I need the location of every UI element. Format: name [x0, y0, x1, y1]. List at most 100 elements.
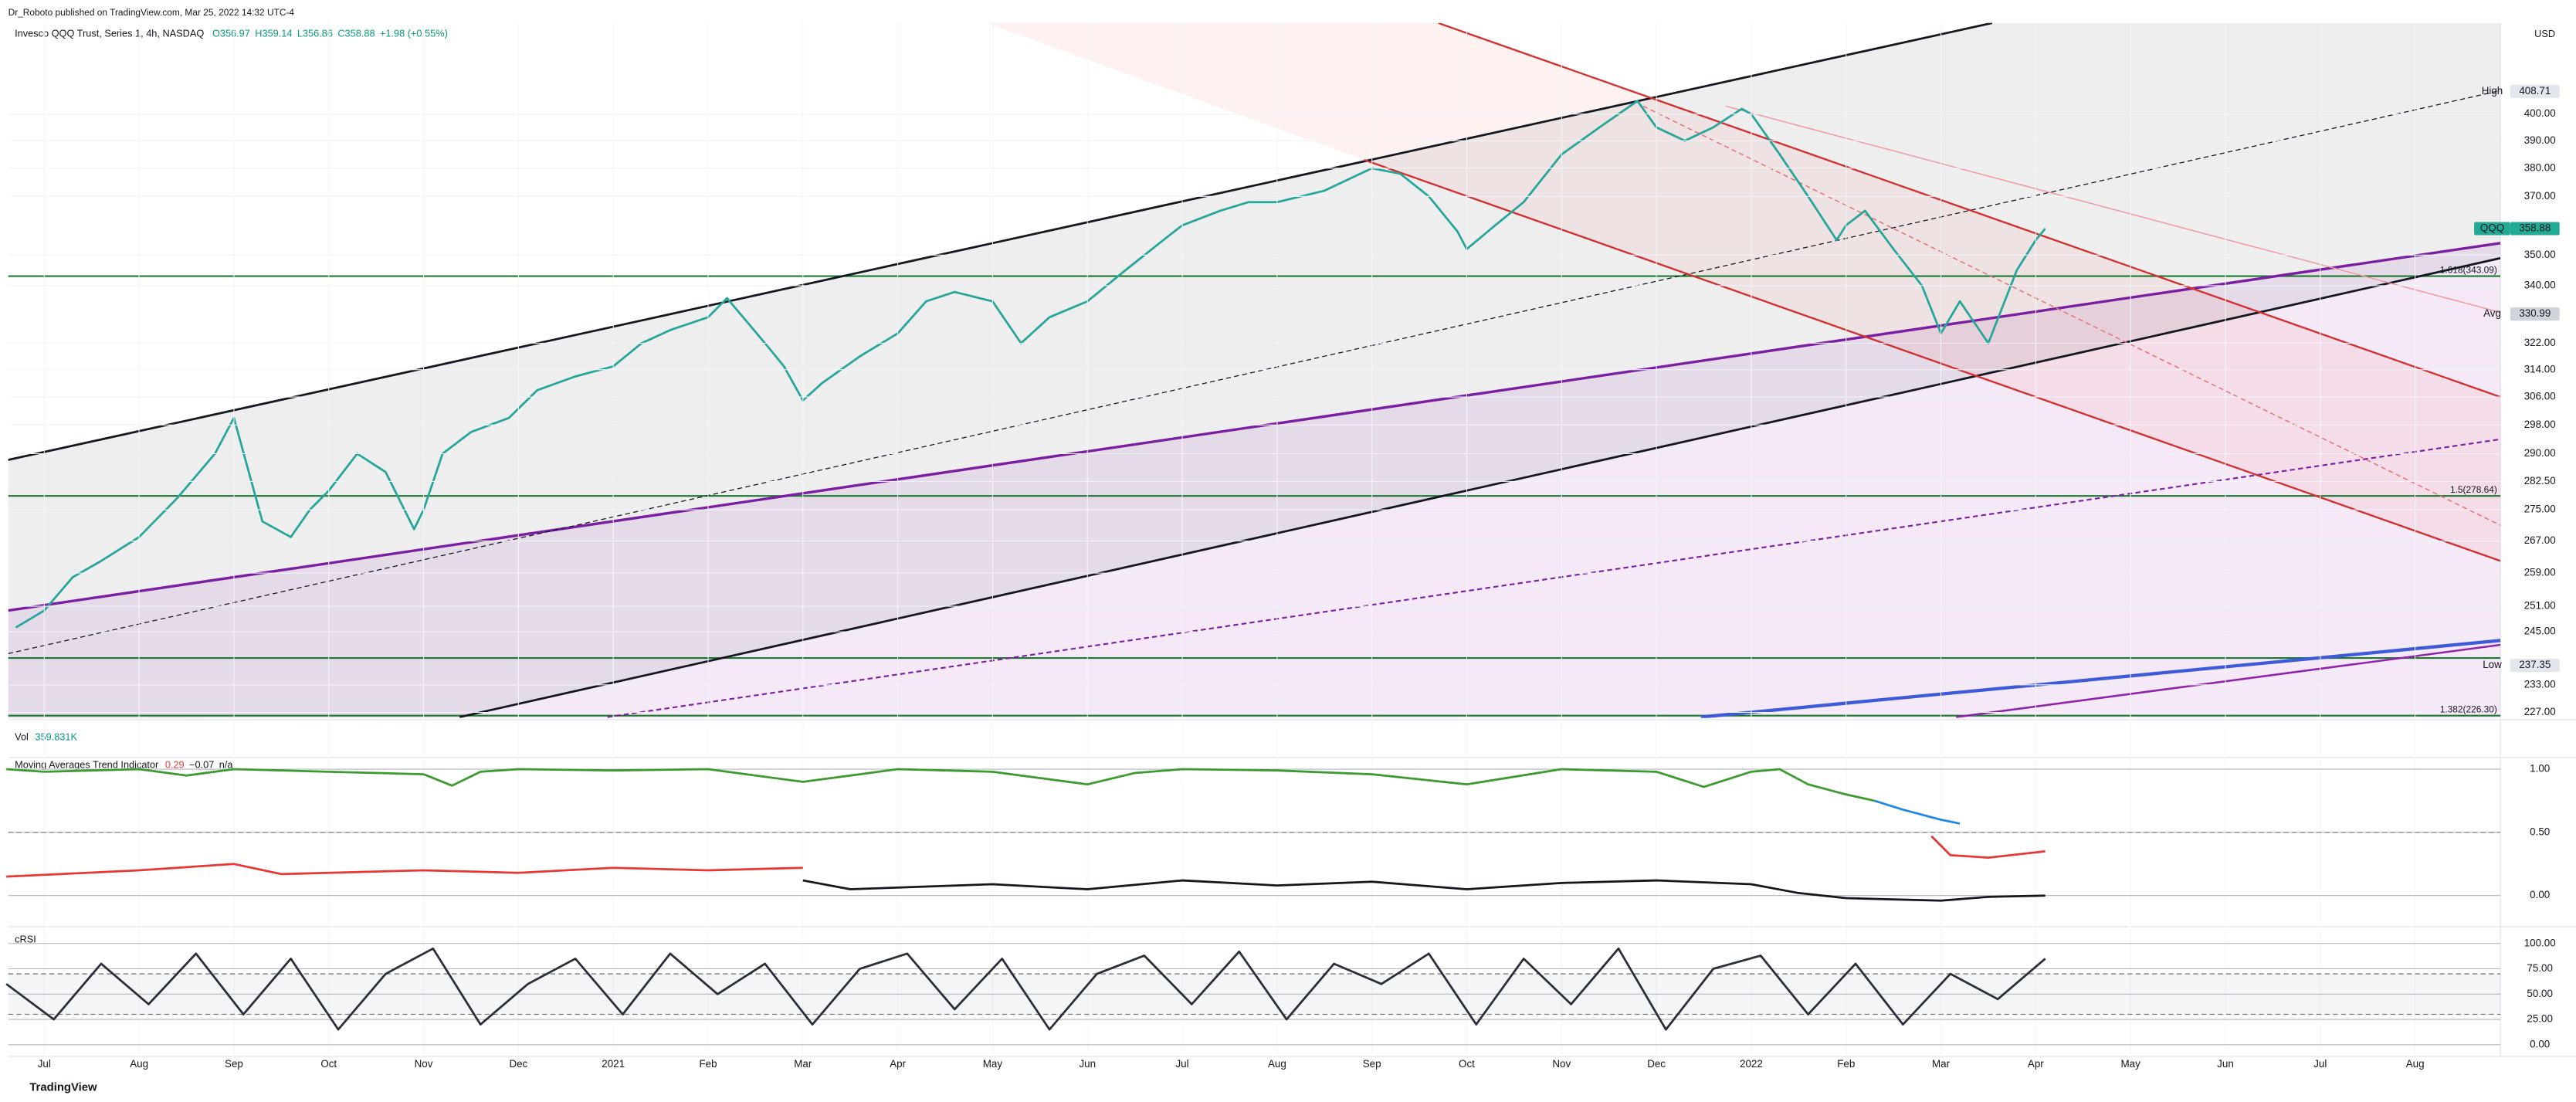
y-tick-label: 227.00 — [2524, 706, 2556, 717]
y-tick-label: 350.00 — [2524, 249, 2556, 260]
pane-tick-label: 100.00 — [2524, 937, 2556, 948]
x-tick-label: Sep — [1363, 1058, 1381, 1070]
x-tick-label: Nov — [1552, 1058, 1571, 1070]
price-label-box — [2510, 659, 2560, 673]
x-tick-label: 2022 — [1740, 1058, 1763, 1070]
price-label-name: Avg — [2483, 307, 2501, 319]
y-tick-label: 233.00 — [2524, 678, 2556, 690]
volume-value: 359.831K — [35, 731, 77, 743]
x-tick-label: Jun — [1079, 1058, 1096, 1070]
ma-title: Moving Averages Trend Indicator — [15, 759, 159, 771]
trend-line — [8, 22, 1993, 461]
y-tick-label: 400.00 — [2524, 107, 2556, 119]
y-tick-label: 275.00 — [2524, 504, 2556, 515]
y-tick-label: 259.00 — [2524, 567, 2556, 578]
x-tick-label: Aug — [2406, 1058, 2425, 1070]
trend-line — [1700, 639, 2501, 718]
fib-label: 1.382(226.30) — [2440, 704, 2497, 714]
price-label-value: 358.88 — [2519, 222, 2551, 234]
x-tick-label: Mar — [1932, 1058, 1951, 1070]
x-tick-label: Feb — [699, 1058, 717, 1070]
price-label-name: QQQ — [2480, 222, 2504, 234]
trend-line — [8, 90, 2501, 654]
price-label-value: 237.35 — [2519, 659, 2551, 670]
y-tick-label: 298.00 — [2524, 419, 2556, 430]
price-label-box — [2510, 307, 2560, 321]
y-tick-label: 314.00 — [2524, 363, 2556, 375]
trend-line — [1364, 158, 2501, 562]
x-tick-label: Sep — [225, 1058, 243, 1070]
pane-tick-label: 0.00 — [2530, 889, 2550, 900]
price-label-value: 330.99 — [2519, 307, 2551, 319]
y-tick-label: 380.00 — [2524, 161, 2556, 173]
pane-tick-label: 0.00 — [2530, 1038, 2550, 1049]
y-tick-label: 282.50 — [2524, 475, 2556, 487]
x-tick-label: Nov — [415, 1058, 433, 1070]
pane-tick-label: 75.00 — [2527, 962, 2553, 974]
volume-legend: Vol 359.831K — [15, 731, 77, 743]
ma-legend: Moving Averages Trend Indicator 0.29 −0.07… — [15, 759, 233, 771]
low: L356.86 — [297, 28, 333, 39]
trend-line — [1642, 105, 2501, 526]
indicator-line — [1930, 835, 2046, 859]
y-tick-label: 290.00 — [2524, 447, 2556, 459]
volume-title: Vol — [15, 731, 29, 743]
x-tick-label: Dec — [1647, 1058, 1666, 1070]
indicator-line — [6, 768, 1875, 802]
purple-zone — [8, 242, 2501, 718]
trend-line — [1956, 643, 2501, 718]
publisher: Dr_Roboto published on TradingView.com, … — [8, 7, 295, 18]
fib-label: 1.618(343.09) — [2440, 264, 2497, 275]
indicator-line — [1874, 799, 1961, 825]
price-label-name-box — [2474, 222, 2510, 236]
ma-readout: −0.07 — [189, 759, 214, 771]
indicator-line — [6, 863, 803, 878]
x-tick-label: Jul — [2313, 1058, 2327, 1070]
y-tick-label: 390.00 — [2524, 134, 2556, 146]
pane-band — [8, 974, 2501, 1015]
pane-tick-label: 0.50 — [2530, 826, 2550, 837]
x-tick-label: May — [2121, 1058, 2141, 1070]
rsi-title: cRSI — [15, 933, 36, 944]
fib-label: 1.5(278.64) — [2450, 484, 2497, 495]
pane-tick-label: 25.00 — [2527, 1013, 2553, 1025]
ma-readout: n/a — [219, 759, 234, 771]
price-label-name: High — [2482, 85, 2503, 97]
x-tick-label: May — [983, 1058, 1003, 1070]
y-tick-label: 322.00 — [2524, 337, 2556, 348]
x-tick-label: Oct — [1459, 1058, 1475, 1070]
symbol: Invesco QQQ Trust, Series 1, 4h, NASDAQ — [15, 28, 204, 39]
price-label-box — [2510, 222, 2560, 236]
x-tick-label: Oct — [320, 1058, 337, 1070]
main-plot — [8, 22, 2501, 718]
ma-readout: 0.29 — [165, 759, 185, 771]
y-tick-label: 267.00 — [2524, 534, 2556, 546]
indicator-line — [802, 879, 2046, 902]
x-tick-label: Mar — [794, 1058, 812, 1070]
trend-line — [607, 438, 2501, 718]
x-tick-label: Aug — [130, 1058, 148, 1070]
x-tick-label: Feb — [1837, 1058, 1855, 1070]
price-label-name: Low — [2483, 659, 2502, 670]
symbol-line: Invesco QQQ Trust, Series 1, 4h, NASDAQ O… — [15, 28, 448, 39]
currency: USD — [2534, 28, 2555, 39]
x-tick-label: Jul — [1175, 1058, 1188, 1070]
x-tick-label: Jul — [38, 1058, 51, 1070]
y-tick-label: 251.00 — [2524, 600, 2556, 612]
trend-line — [1438, 22, 2501, 398]
x-tick-label: Jun — [2217, 1058, 2234, 1070]
x-tick-label: Apr — [890, 1058, 906, 1070]
open: O356.97 — [212, 28, 250, 39]
price-label-value: 408.71 — [2519, 85, 2551, 97]
y-tick-label: 306.00 — [2524, 391, 2556, 402]
y-tick-label: 340.00 — [2524, 280, 2556, 291]
x-tick-label: Dec — [509, 1058, 527, 1070]
y-tick-label: 245.00 — [2524, 626, 2556, 637]
change: +1.98 (+0.55%) — [380, 28, 448, 39]
x-tick-label: Apr — [2028, 1058, 2044, 1070]
close: C358.88 — [337, 28, 375, 39]
pane-tick-label: 50.00 — [2527, 988, 2553, 999]
trend-line — [459, 256, 2501, 718]
price-label-box — [2510, 84, 2560, 98]
